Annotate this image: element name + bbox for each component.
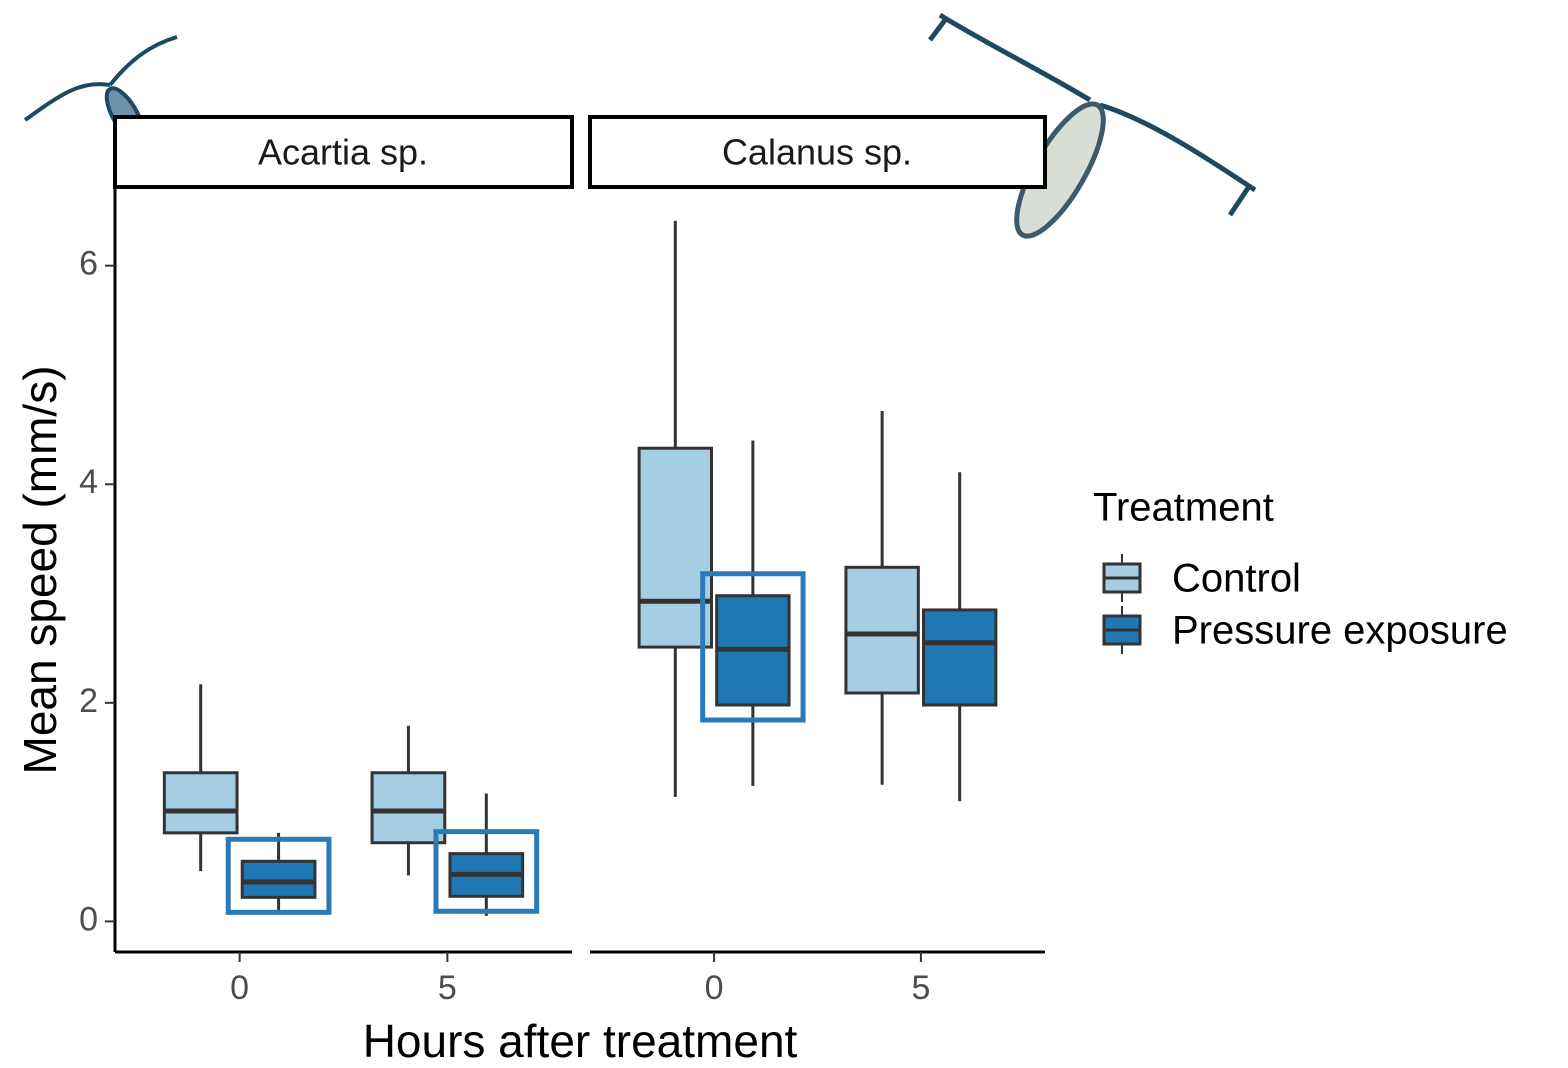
box [240, 859, 317, 899]
legend-label: Control [1172, 557, 1301, 601]
y-tick-label: 0 [79, 900, 98, 938]
highlight-box [700, 571, 806, 723]
y-tick-label: 6 [79, 245, 98, 283]
x-tick-label: 5 [911, 969, 930, 1007]
legend-title: Treatment [1093, 486, 1274, 530]
highlight-box [433, 829, 540, 914]
x-tick-label: 5 [438, 969, 457, 1007]
x-tick-label: 0 [230, 969, 249, 1007]
highlight-box [225, 836, 332, 915]
facet-strip [113, 115, 574, 189]
box [370, 771, 447, 845]
facet-strip [588, 115, 1047, 189]
y-axis-title: Mean speed (mm/s) [14, 365, 66, 774]
copepod-illustration [928, 12, 1257, 239]
facet-title: Calanus sp. [722, 132, 912, 173]
legend-label: Pressure exposure [1172, 609, 1508, 653]
box [844, 565, 920, 695]
box [162, 771, 239, 835]
facet-title: Acartia sp. [258, 132, 428, 173]
box [921, 608, 998, 707]
y-tick-label: 4 [79, 463, 98, 501]
x-tick-label: 0 [705, 969, 724, 1007]
y-tick-label: 2 [79, 682, 98, 720]
x-axis-title: Hours after treatment [363, 1015, 798, 1067]
box [637, 446, 714, 649]
